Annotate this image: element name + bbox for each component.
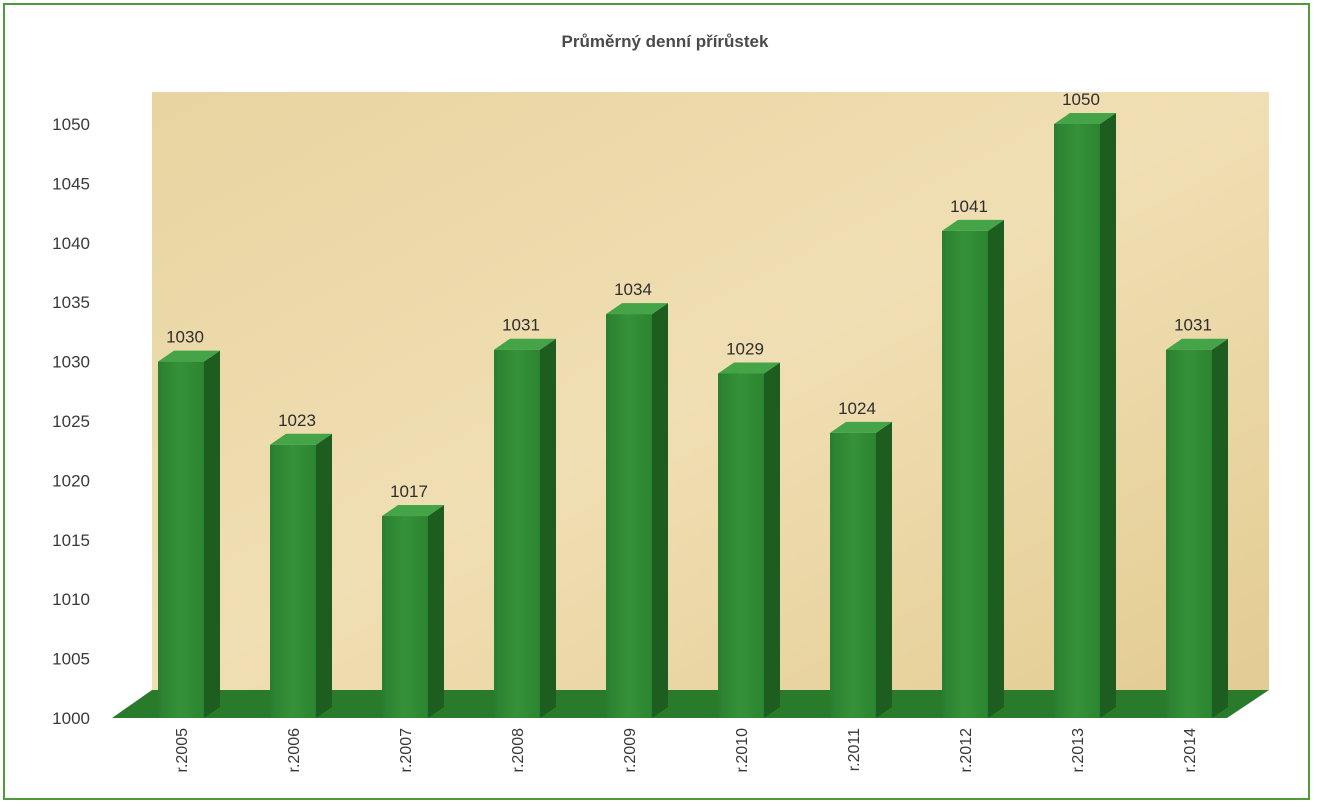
- y-tick-label: 1005: [52, 650, 90, 669]
- y-tick-label: 1010: [52, 590, 90, 609]
- bar: [830, 432, 876, 718]
- bar-top: [718, 362, 780, 374]
- bar-value-label: 1023: [278, 411, 316, 430]
- bar: [494, 349, 540, 718]
- x-category-label: r.2013: [1070, 728, 1087, 773]
- y-tick-label: 1000: [52, 709, 90, 728]
- bar-side: [1100, 113, 1116, 718]
- x-category-label: r.2014: [1182, 728, 1199, 773]
- bar: [1166, 349, 1212, 718]
- x-category-label: r.2010: [734, 728, 751, 773]
- x-category-label: r.2007: [398, 728, 415, 773]
- bar-value-label: 1030: [166, 328, 204, 347]
- bar-value-label: 1017: [390, 482, 428, 501]
- bar: [382, 516, 428, 718]
- bar-value-label: 1031: [1174, 316, 1212, 335]
- x-category-label: r.2011: [846, 728, 863, 771]
- bar-side: [316, 433, 332, 718]
- bar-side: [652, 303, 668, 718]
- bar-value-label: 1041: [950, 197, 988, 216]
- bar-top: [606, 303, 668, 315]
- y-tick-label: 1035: [52, 293, 90, 312]
- y-tick-label: 1020: [52, 471, 90, 490]
- bar-top: [1054, 113, 1116, 124]
- bar-side: [876, 421, 892, 718]
- x-category-label: r.2009: [622, 728, 639, 773]
- bar-top: [270, 433, 332, 445]
- x-category-label: r.2006: [286, 728, 303, 773]
- bar-top: [1166, 338, 1228, 350]
- bar: [606, 314, 652, 718]
- bar-value-label: 1031: [502, 316, 540, 335]
- bar-side: [764, 362, 780, 718]
- bar: [270, 444, 316, 718]
- bar-top: [158, 350, 220, 362]
- bar: [158, 361, 204, 718]
- y-tick-label: 1030: [52, 353, 90, 372]
- bar-top: [494, 338, 556, 350]
- bar-top: [830, 421, 892, 433]
- bar-top: [382, 505, 444, 517]
- bar: [1054, 124, 1100, 718]
- y-tick-label: 1015: [52, 531, 90, 550]
- x-category-label: r.2008: [510, 728, 527, 773]
- chart-title: Průměrný denní přírůstek: [562, 32, 769, 51]
- y-tick-label: 1025: [52, 412, 90, 431]
- y-tick-label: 1050: [52, 115, 90, 134]
- x-category-label: r.2012: [958, 728, 975, 773]
- bar-side: [540, 338, 556, 718]
- bar-value-label: 1029: [726, 339, 764, 358]
- bar-value-label: 1034: [614, 280, 652, 299]
- bar: [718, 373, 764, 718]
- x-category-label: r.2005: [174, 728, 191, 773]
- bar: [942, 230, 988, 719]
- bar-value-label: 1050: [1062, 90, 1100, 109]
- y-tick-label: 1045: [52, 174, 90, 193]
- y-tick-label: 1040: [52, 234, 90, 253]
- bar-side: [988, 219, 1004, 719]
- bar-top: [942, 219, 1004, 231]
- bar-value-label: 1024: [838, 399, 876, 418]
- bar-side: [204, 350, 220, 718]
- bar-side: [1212, 338, 1228, 718]
- bar-side: [428, 505, 444, 718]
